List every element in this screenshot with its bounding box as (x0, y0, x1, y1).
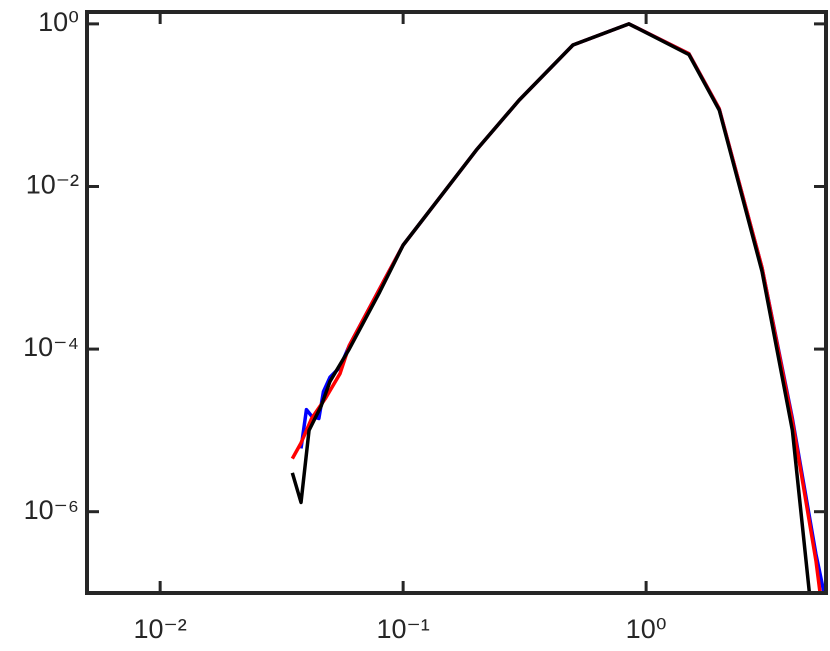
y-tick-label: 10⁰ (38, 7, 79, 37)
series-line (299, 22, 826, 593)
axes-box (85, 10, 828, 595)
x-tick-label: 10⁻¹ (376, 614, 429, 644)
x-tick-label: 10⁻² (134, 614, 187, 644)
x-tick-label: 10⁰ (626, 614, 667, 644)
y-tick-label: 10⁻² (26, 170, 79, 200)
series-line (290, 22, 812, 593)
y-tick-label: 10⁻⁶ (24, 495, 79, 525)
y-tick-label: 10⁻⁴ (23, 332, 79, 362)
